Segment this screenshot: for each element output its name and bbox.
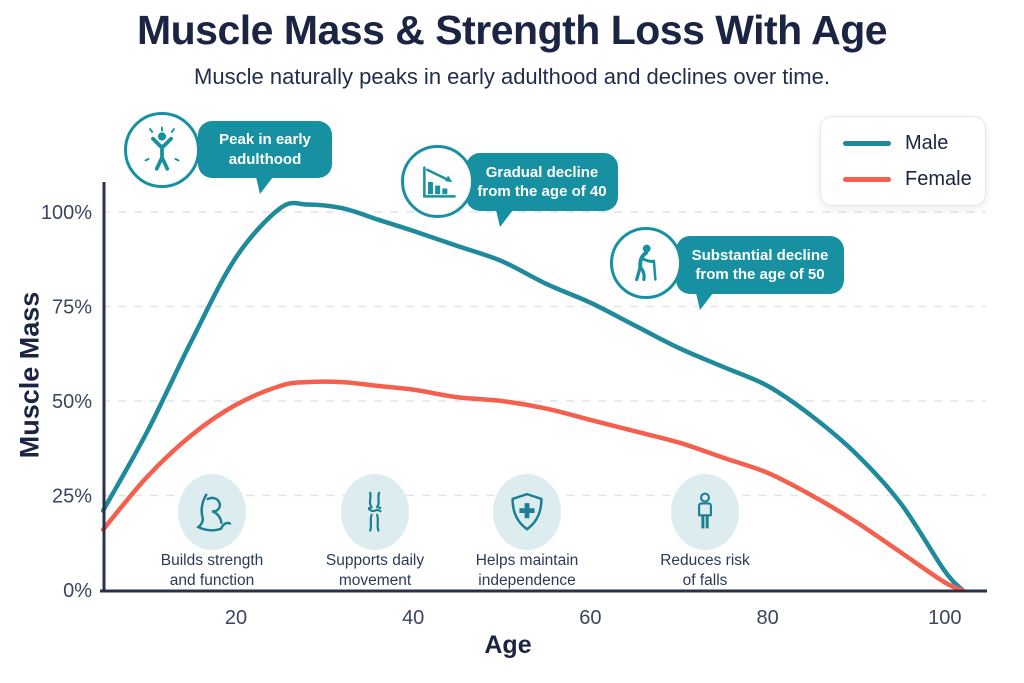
svg-text:25%: 25% bbox=[52, 486, 92, 508]
svg-text:100%: 100% bbox=[41, 202, 92, 224]
svg-text:50%: 50% bbox=[52, 391, 92, 413]
callout-substantial-line1: Substantial decline bbox=[691, 246, 829, 264]
bicep-icon bbox=[178, 474, 246, 550]
callout-substantial-line2: from the age of 50 bbox=[695, 266, 825, 283]
callout-gradual-tail bbox=[496, 210, 513, 227]
callout-peak-line1: Peak in early bbox=[219, 131, 311, 149]
callout-substantial-decline: Substantial decline from the age of 50 bbox=[676, 236, 844, 310]
svg-text:75%: 75% bbox=[52, 297, 92, 319]
celebration-person-icon bbox=[124, 112, 200, 188]
shield-cross-icon bbox=[493, 474, 561, 550]
svg-text:0%: 0% bbox=[63, 580, 92, 602]
elderly-cane-icon bbox=[610, 227, 682, 299]
knee-joint-icon bbox=[341, 474, 409, 550]
page-subtitle: Muscle naturally peaks in early adulthoo… bbox=[194, 64, 830, 89]
standing-person-glyph bbox=[698, 492, 712, 529]
benefit-caption-falls: Reduces risk of falls bbox=[620, 551, 790, 592]
legend-item-male: Male bbox=[843, 132, 985, 155]
y-axis-label: Muscle Mass bbox=[14, 291, 45, 459]
callout-gradual-decline: Gradual decline from the age of 40 bbox=[466, 153, 618, 227]
benefit-strength-line2: and function bbox=[169, 572, 255, 590]
benefit-caption-independence: Helps maintain independence bbox=[442, 551, 612, 592]
callout-gradual-line1: Gradual decline bbox=[485, 163, 599, 181]
legend-label-male: Male bbox=[905, 131, 949, 154]
knee-joint-glyph bbox=[367, 491, 382, 532]
benefit-strength-line1: Builds strength bbox=[160, 552, 264, 569]
benefit-independence-line1: Helps maintain bbox=[475, 552, 579, 569]
benefit-falls-line1: Reduces risk bbox=[660, 552, 750, 569]
shield-cross-glyph bbox=[511, 492, 543, 531]
callout-substantial-tail bbox=[696, 293, 713, 310]
callout-peak-tail bbox=[256, 177, 273, 194]
bicep-glyph bbox=[196, 493, 232, 532]
svg-text:80: 80 bbox=[756, 607, 778, 629]
male-line-swatch bbox=[843, 140, 891, 146]
elderly-cane-glyph bbox=[635, 244, 657, 282]
callout-peak-line2: adulthood bbox=[228, 150, 302, 168]
female-line-swatch bbox=[843, 176, 891, 182]
declining-bars-glyph bbox=[422, 165, 456, 198]
page-title: Muscle Mass & Strength Loss With Age bbox=[136, 7, 888, 53]
benefit-movement-line2: movement bbox=[338, 572, 412, 590]
legend: Male Female bbox=[820, 116, 986, 206]
benefit-falls-line2: of falls bbox=[682, 572, 728, 590]
declining-bars-icon bbox=[401, 145, 474, 218]
standing-person-icon bbox=[671, 474, 739, 550]
benefit-independence-line2: independence bbox=[478, 572, 576, 590]
benefit-caption-movement: Supports daily movement bbox=[290, 551, 460, 592]
benefit-caption-strength: Builds strength and function bbox=[127, 551, 297, 592]
benefit-movement-line1: Supports daily bbox=[325, 552, 425, 569]
svg-text:60: 60 bbox=[579, 607, 601, 629]
legend-item-female: Female bbox=[843, 168, 985, 191]
celebration-person-glyph bbox=[144, 126, 180, 171]
legend-label-female: Female bbox=[905, 167, 972, 190]
x-axis-label: Age bbox=[484, 631, 532, 659]
svg-text:20: 20 bbox=[225, 607, 247, 629]
svg-text:100: 100 bbox=[928, 607, 961, 629]
callout-gradual-line2: from the age of 40 bbox=[477, 183, 607, 200]
svg-text:40: 40 bbox=[402, 607, 424, 629]
callout-peak: Peak in early adulthood bbox=[198, 121, 332, 194]
